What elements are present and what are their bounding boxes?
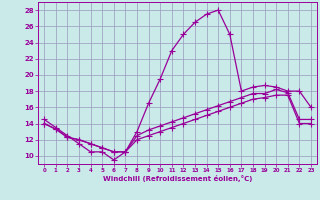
X-axis label: Windchill (Refroidissement éolien,°C): Windchill (Refroidissement éolien,°C) — [103, 175, 252, 182]
